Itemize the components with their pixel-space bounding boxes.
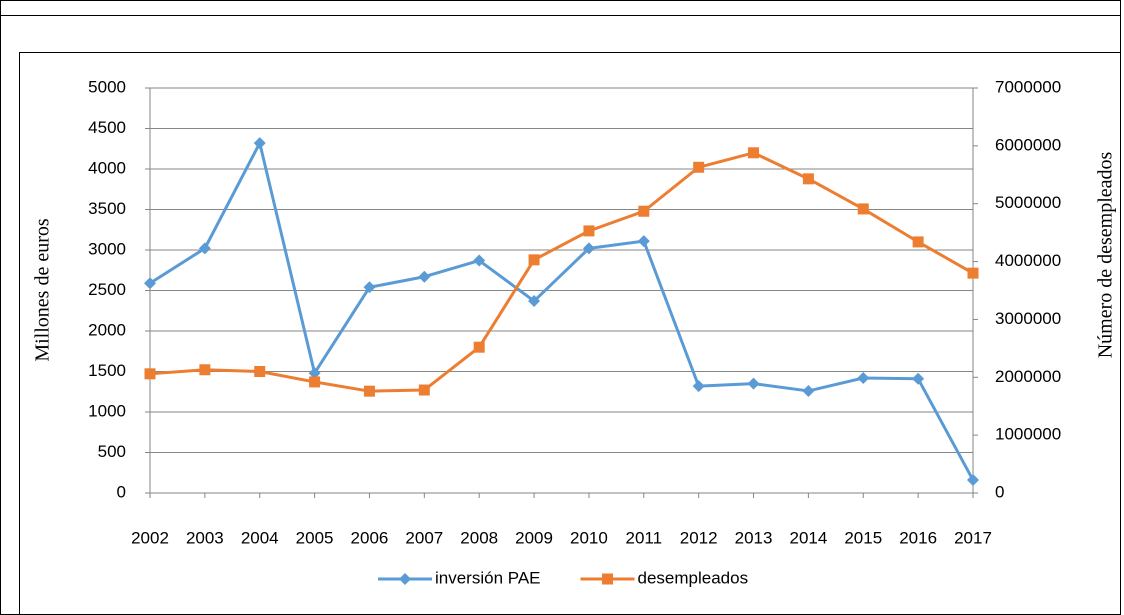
- y-tick-label: 0: [117, 482, 126, 501]
- series-marker: [363, 385, 375, 397]
- x-tick-label: 2003: [186, 528, 224, 547]
- series-marker: [473, 341, 485, 353]
- x-tick-label: 2010: [570, 528, 608, 547]
- series-marker: [912, 236, 924, 248]
- series-marker: [692, 380, 705, 393]
- y2-tick-label: 2000000: [995, 367, 1061, 386]
- legend-label: desempleados: [638, 568, 749, 587]
- x-tick-label: 2011: [626, 528, 663, 547]
- series-line: [149, 141, 975, 481]
- x-tick-label: 2017: [954, 528, 992, 547]
- series-marker: [967, 474, 979, 487]
- x-tick-label: 2005: [296, 528, 334, 547]
- y-tick-label: 3000: [88, 239, 126, 258]
- y2-tick-label: 4000000: [995, 251, 1061, 270]
- series-marker: [802, 384, 815, 397]
- series-marker: [309, 376, 321, 388]
- series-marker: [308, 367, 321, 380]
- series-marker: [857, 371, 870, 384]
- series-marker: [638, 205, 650, 217]
- y2-tick-label: 7000000: [995, 77, 1061, 96]
- x-tick-label: 2012: [680, 528, 718, 547]
- y-tick-label: 5000: [88, 77, 126, 96]
- y2-tick-label: 6000000: [995, 135, 1061, 154]
- x-tick-label: 2015: [844, 528, 882, 547]
- series-marker: [747, 377, 760, 390]
- series-marker: [363, 281, 376, 294]
- series-marker: [802, 173, 814, 185]
- series-marker: [582, 242, 595, 255]
- y2-tick-label: 3000000: [995, 309, 1061, 328]
- x-tick-label: 2016: [899, 528, 937, 547]
- series-marker: [528, 295, 541, 308]
- series-marker: [857, 203, 869, 215]
- series-marker: [198, 242, 211, 255]
- series-marker: [473, 254, 486, 267]
- series-marker: [528, 254, 540, 266]
- series-marker: [254, 366, 266, 377]
- y2-tick-label: 1000000: [995, 425, 1061, 444]
- y-tick-label: 2500: [88, 280, 126, 299]
- x-tick-label: 2004: [241, 528, 279, 547]
- y-axis-title: Millones de euros: [32, 218, 54, 362]
- y-tick-label: 2000: [88, 320, 126, 339]
- y-tick-label: 1500: [88, 361, 126, 380]
- y-tick-label: 4500: [88, 118, 126, 137]
- legend-marker: [602, 573, 614, 585]
- legend-label: inversión PAE: [435, 568, 541, 587]
- y2-tick-label: 5000000: [995, 193, 1061, 212]
- x-tick-label: 2009: [515, 528, 553, 547]
- series-marker: [144, 277, 156, 290]
- legend-marker: [399, 573, 411, 585]
- y2-axis-title: Número de desempleados: [1095, 151, 1117, 358]
- y-tick-label: 4000: [88, 158, 126, 177]
- x-tick-label: 2013: [735, 528, 773, 547]
- x-tick-label: 2006: [351, 528, 389, 547]
- series-marker: [912, 372, 925, 385]
- y-tick-label: 1000: [88, 401, 126, 420]
- x-tick-label: 2014: [789, 528, 827, 547]
- series-line: [149, 151, 974, 393]
- y-tick-label: 500: [98, 442, 126, 461]
- series-marker: [693, 161, 705, 173]
- series-marker: [253, 137, 266, 150]
- x-tick-label: 2008: [460, 528, 498, 547]
- series-marker: [748, 147, 760, 159]
- series-marker: [967, 267, 979, 279]
- series-marker: [637, 235, 650, 248]
- x-tick-label: 2002: [131, 528, 169, 547]
- y2-tick-label: 0: [995, 482, 1004, 501]
- series-marker: [418, 270, 431, 283]
- series-marker: [199, 364, 211, 376]
- y-tick-label: 3500: [88, 199, 126, 218]
- series-marker: [418, 384, 430, 396]
- series-marker: [583, 225, 595, 237]
- x-tick-label: 2007: [405, 528, 443, 547]
- series-marker: [144, 368, 156, 380]
